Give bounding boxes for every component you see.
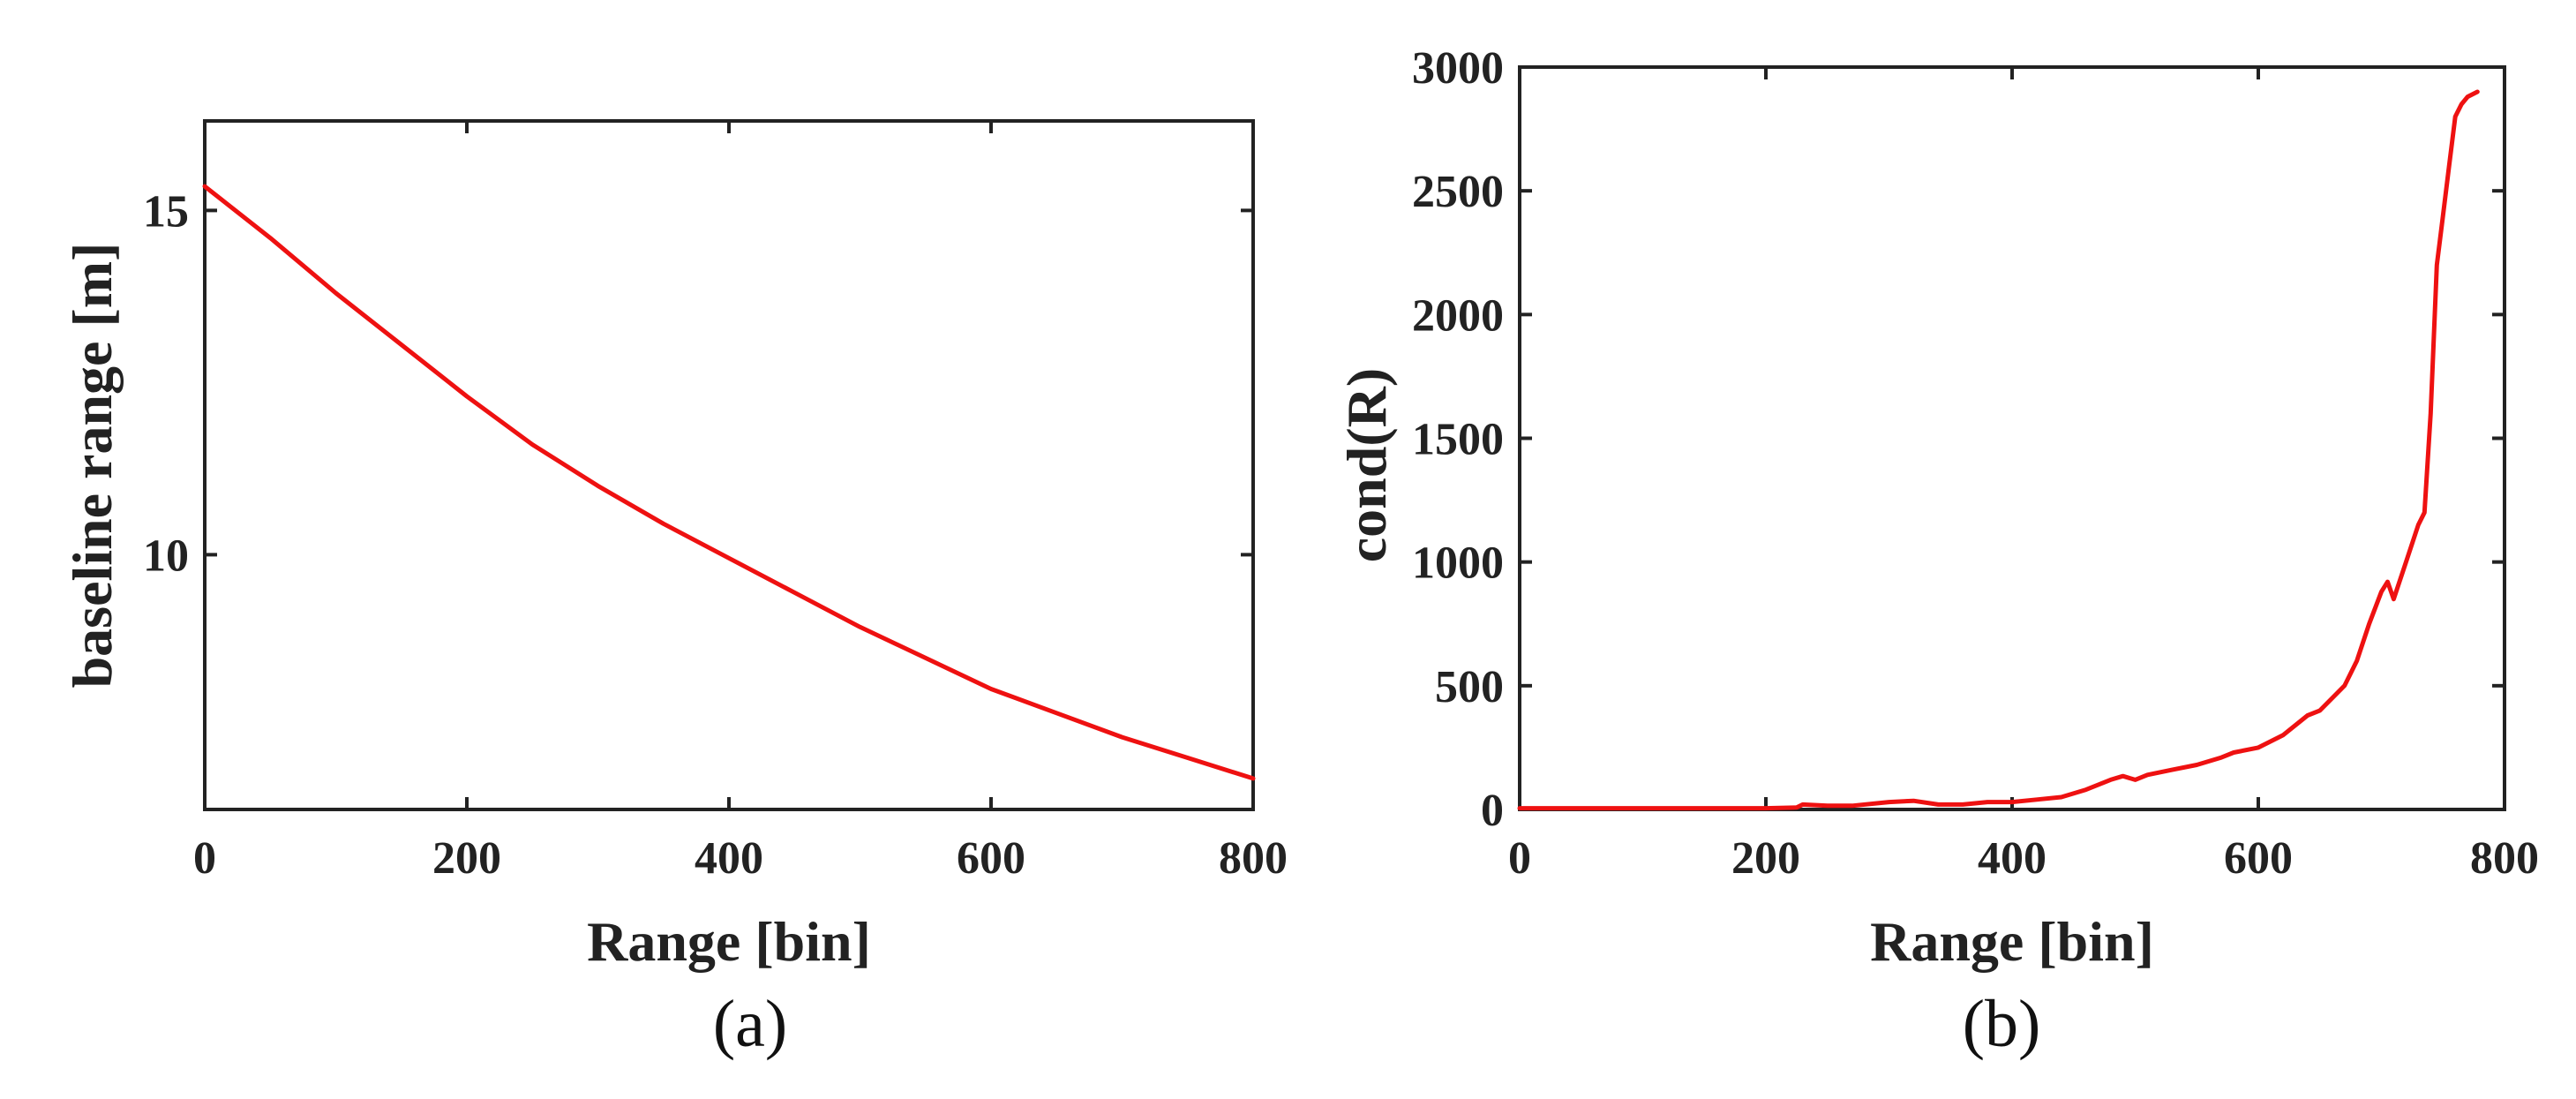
x-tick-label-a-1: 200	[432, 833, 501, 884]
y-tick-label-a-1: 15	[143, 186, 189, 237]
y-ticks-b: 0 500 1000 1500 2000 2500 3000	[1412, 43, 2505, 836]
y-tick-label-b-0: 0	[1481, 786, 1504, 836]
x-ticks-b: 0 200 400 600 800	[1508, 67, 2539, 884]
plot-frame-b	[1518, 65, 2506, 811]
y-tick-label-b-4: 2000	[1412, 290, 1504, 341]
series-line-a-0	[202, 184, 1256, 781]
x-tick-label-b-3: 600	[2224, 833, 2293, 884]
x-tick-label-b-4: 800	[2470, 833, 2539, 884]
y-tick-label-b-3: 1500	[1412, 415, 1504, 465]
x-tick-label-a-3: 600	[957, 833, 1025, 884]
y-tick-label-b-5: 2500	[1412, 167, 1504, 217]
y-tick-label-b-1: 500	[1435, 662, 1504, 712]
y-ticks-a: 10 15	[143, 186, 1253, 581]
x-tick-label-a-4: 800	[1219, 833, 1288, 884]
chart-panel-a: 0 200 400 600 800 10 15 Range [bin] baseline …	[61, 119, 1288, 1061]
y-tick-label-b-2: 1000	[1412, 538, 1504, 589]
y-tick-label-a-0: 10	[143, 531, 189, 581]
series-a	[202, 184, 1256, 781]
y-tick-label-b-6: 3000	[1412, 43, 1504, 94]
x-ticks-a: 0 200 400 600 800	[193, 121, 1288, 884]
series-line-b-0	[1517, 89, 2480, 811]
y-axis-title-a: baseline range [m]	[61, 243, 124, 689]
series-b	[1517, 89, 2480, 811]
x-tick-label-b-0: 0	[1508, 833, 1531, 884]
chart-panel-b: 0 200 400 600 800 0 500 1000 1500 2000 2500 3000 R…	[1335, 43, 2539, 1061]
y-axis-title-b: cond(R)	[1335, 368, 1398, 562]
x-tick-label-a-2: 400	[695, 833, 763, 884]
panel-label-b: (b)	[1963, 987, 2041, 1061]
x-axis-title-a: Range [bin]	[587, 910, 871, 973]
x-tick-label-a-0: 0	[193, 833, 216, 884]
plot-frame-a	[203, 119, 1255, 811]
x-tick-label-b-2: 400	[1978, 833, 2047, 884]
x-tick-label-b-1: 200	[1731, 833, 1800, 884]
panel-label-a: (a)	[713, 987, 787, 1061]
x-axis-title-b: Range [bin]	[1870, 910, 2154, 973]
